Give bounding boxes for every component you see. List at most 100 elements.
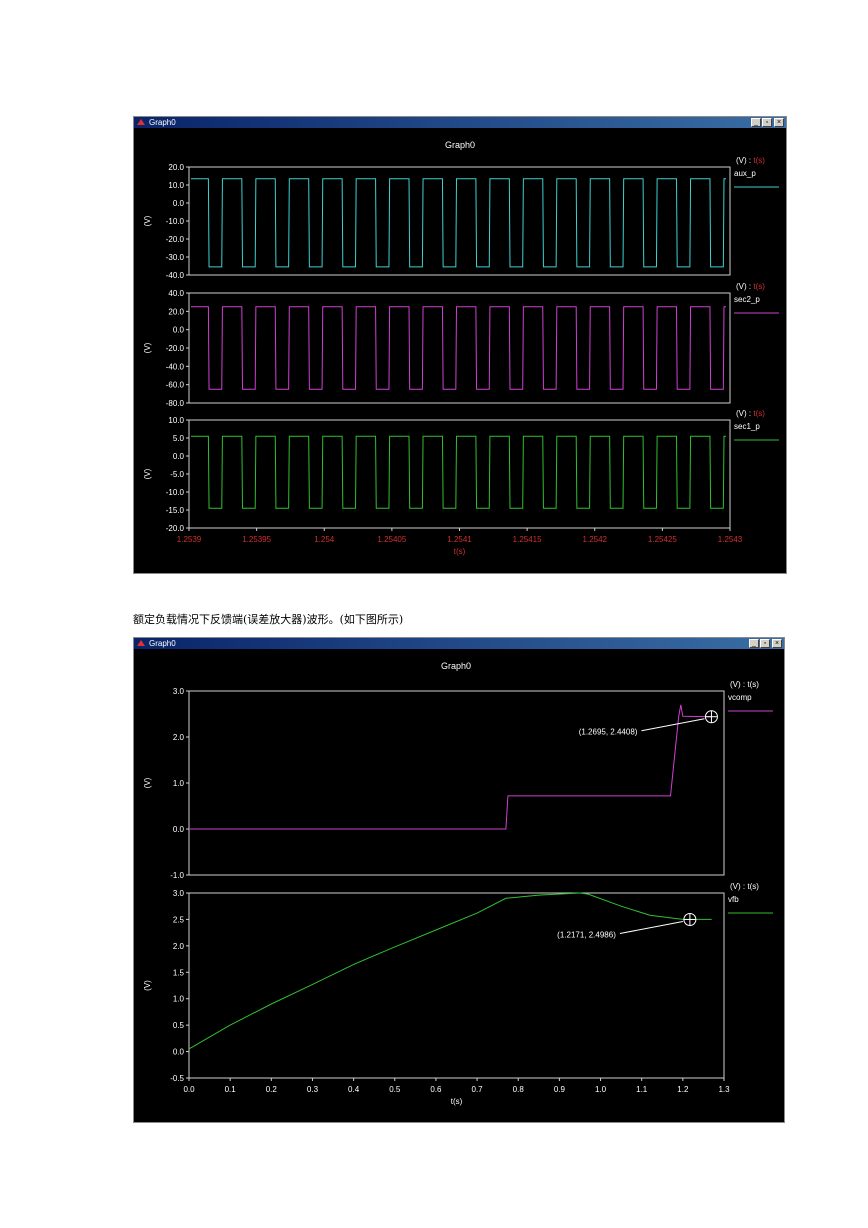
y-tick-label: -80.0	[166, 399, 185, 408]
x-tick-label: 1.2	[677, 1085, 689, 1094]
x-tick-label: 1.3	[718, 1085, 730, 1094]
y-tick-label: 20.0	[168, 163, 184, 172]
x-tick-label: 0.8	[513, 1085, 525, 1094]
y-axis-label: (V)	[143, 215, 152, 226]
x-tick-label: 0.5	[389, 1085, 401, 1094]
window-titlebar[interactable]: Graph0 _ ▫ ×	[134, 638, 784, 649]
legend-series-name: sec2_p	[734, 295, 760, 304]
y-tick-label: 10.0	[168, 181, 184, 190]
legend-header: (V) : t(s)	[736, 156, 765, 165]
y-tick-label: 40.0	[168, 289, 184, 298]
graph-window-1: Graph0 _ ▫ × Graph0 20.0 10.0 0.0 -10.0 -20.0…	[133, 116, 787, 574]
y-tick-label: -10.0	[166, 217, 185, 226]
x-axis-label: t(s)	[454, 547, 466, 556]
y-tick-label: -20.0	[166, 235, 185, 244]
graph-title: Graph0	[441, 661, 471, 671]
plot-frame	[188, 166, 731, 276]
y-axis-label: (V)	[143, 342, 152, 353]
y-tick-label: 0.0	[173, 199, 185, 208]
y-tick-label: -5.0	[170, 470, 184, 479]
x-tick-label: 1.25415	[513, 535, 542, 544]
annotation-label: (1.2695, 2.4408)	[579, 728, 638, 737]
x-axis-label: t(s)	[451, 1097, 463, 1106]
legend-series-name: aux_p	[734, 169, 756, 178]
y-tick-label: -10.0	[166, 488, 185, 497]
plot-frame	[188, 292, 731, 404]
y-tick-label: 0.0	[173, 825, 185, 834]
y-tick-label: 2.5	[173, 915, 185, 924]
series-line	[191, 435, 726, 509]
y-tick-label: -15.0	[166, 506, 185, 515]
x-tick-label: 0.4	[348, 1085, 360, 1094]
annotation-label: (1.2171, 2.4986)	[557, 931, 616, 940]
x-tick-label: 1.2542	[583, 535, 608, 544]
legend-header: (V) : t(s)	[730, 680, 759, 689]
x-tick-label: 1.1	[636, 1085, 648, 1094]
y-tick-label: -20.0	[166, 524, 185, 533]
maximize-button[interactable]: ▫	[760, 639, 770, 648]
y-tick-label: 0.0	[173, 326, 185, 335]
x-tick-label: 1.25395	[242, 535, 271, 544]
maximize-button[interactable]: ▫	[762, 118, 772, 127]
legend-header: (V) : t(s)	[730, 882, 759, 891]
minimize-button[interactable]: _	[751, 118, 761, 127]
x-tick-label: 0.6	[430, 1085, 442, 1094]
y-tick-label: 1.5	[173, 968, 185, 977]
app-icon	[137, 640, 145, 646]
y-tick-label: -40.0	[166, 271, 185, 280]
series-line	[191, 306, 726, 390]
x-tick-label: 1.254	[314, 535, 335, 544]
window-title: Graph0	[149, 639, 176, 648]
y-tick-label: 5.0	[173, 434, 185, 443]
y-tick-label: -40.0	[166, 362, 185, 371]
x-tick-label: 1.25425	[648, 535, 677, 544]
y-tick-label: 10.0	[168, 416, 184, 425]
x-tick-label: 0.2	[266, 1085, 278, 1094]
x-tick-label: 1.25405	[377, 535, 406, 544]
close-button[interactable]: ×	[774, 118, 784, 127]
x-tick-label: 1.2539	[177, 535, 202, 544]
y-tick-label: -30.0	[166, 253, 185, 262]
x-tick-label: 0.7	[472, 1085, 484, 1094]
x-tick-label: 0.0	[183, 1085, 195, 1094]
y-tick-label: 2.0	[173, 733, 185, 742]
legend-series-name: sec1_p	[734, 422, 760, 431]
annotation-pointer	[619, 921, 683, 934]
app-icon	[137, 119, 145, 125]
waveform-chart-1: Graph0 20.0 10.0 0.0 -10.0 -20.0 -30.0 -40.0 (V)…	[143, 140, 779, 556]
graph-title: Graph0	[445, 140, 475, 150]
y-tick-label: 0.5	[173, 1021, 185, 1030]
legend-header: (V) : t(s)	[736, 282, 765, 291]
minimize-button[interactable]: _	[749, 639, 759, 648]
y-tick-label: 1.0	[173, 779, 185, 788]
legend-series-name: vcomp	[728, 693, 752, 702]
y-tick-label: 0.0	[173, 452, 185, 461]
graph-window-2: Graph0 _ ▫ × Graph0 3.0 2.0 1.0 0.0 -1.0 (V) (V…	[133, 637, 785, 1123]
y-axis-label: (V)	[143, 980, 152, 991]
series-line	[188, 892, 712, 1050]
series-line	[189, 704, 712, 830]
y-tick-label: 0.0	[173, 1048, 185, 1057]
y-tick-label: -1.0	[170, 871, 184, 880]
legend-series-name: vfb	[728, 895, 739, 904]
window-titlebar[interactable]: Graph0 _ ▫ ×	[134, 117, 786, 128]
y-axis-label: (V)	[143, 777, 152, 788]
x-tick-label: 1.2543	[718, 535, 743, 544]
x-tick-label: 0.9	[554, 1085, 566, 1094]
y-tick-label: 3.0	[173, 889, 185, 898]
x-tick-label: 1.0	[595, 1085, 607, 1094]
annotation-pointer	[641, 718, 705, 732]
plot-frame	[188, 690, 725, 876]
y-tick-label: -0.5	[170, 1074, 184, 1083]
x-tick-label: 0.3	[307, 1085, 319, 1094]
window-title: Graph0	[149, 118, 176, 127]
y-tick-label: 1.0	[173, 995, 185, 1004]
close-button[interactable]: ×	[772, 639, 782, 648]
x-tick-label: 1.2541	[447, 535, 472, 544]
x-tick-label: 0.1	[225, 1085, 237, 1094]
y-tick-label: -20.0	[166, 344, 185, 353]
series-line	[191, 178, 726, 268]
feedback-chart-2: Graph0 3.0 2.0 1.0 0.0 -1.0 (V) (V) : t(s) vcomp…	[143, 661, 773, 1106]
legend-header: (V) : t(s)	[736, 409, 765, 418]
caption-text: 额定负载情况下反馈端(误差放大器)波形。(如下图所示)	[133, 613, 404, 626]
